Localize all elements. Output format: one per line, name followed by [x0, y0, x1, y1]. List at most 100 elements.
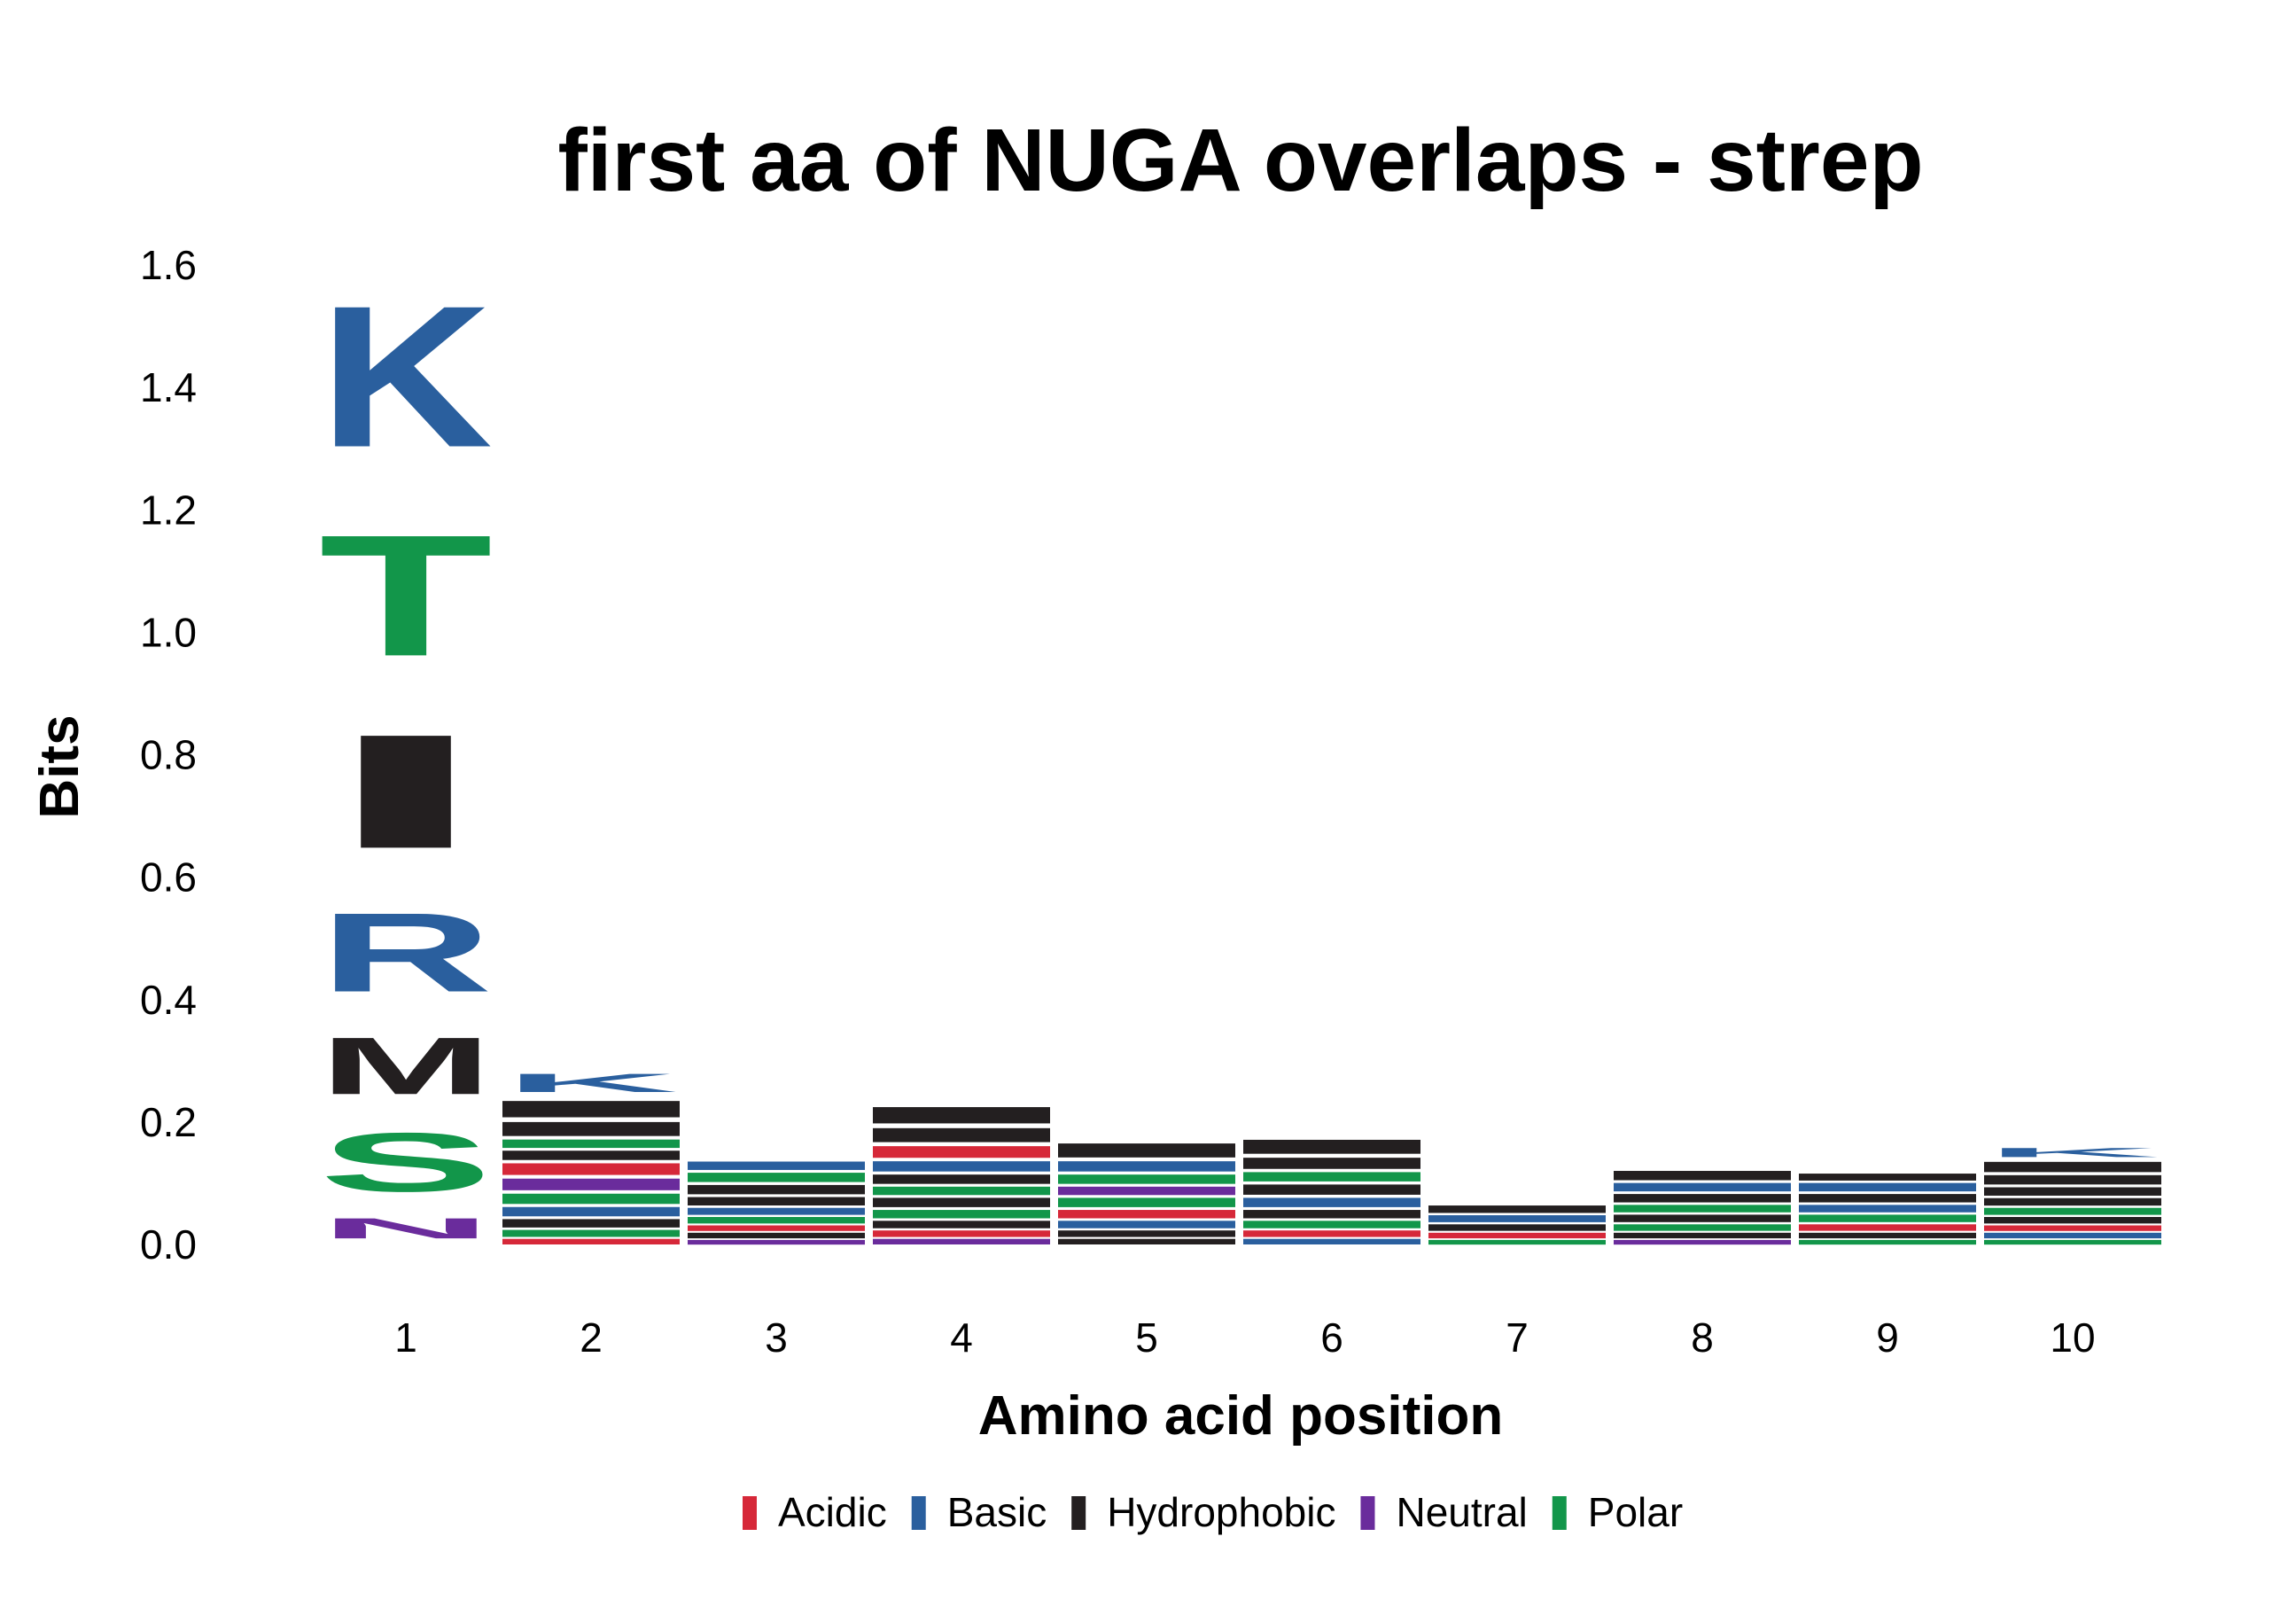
y-tick-label: 0.2 [140, 1099, 197, 1145]
logo-residue-band [1799, 1205, 1976, 1213]
legend-swatch [743, 1496, 757, 1530]
logo-residue-band [1243, 1184, 1420, 1195]
logo-residue-band [873, 1238, 1050, 1245]
logo-stack-position-7 [1428, 1205, 1606, 1245]
logo-residue-band [1243, 1158, 1420, 1169]
logo-residue-band [1984, 1187, 2161, 1196]
logo-letter-k: K [504, 1068, 678, 1097]
legend-label: Basic [947, 1489, 1047, 1535]
logo-residue-band [1984, 1217, 2161, 1224]
logo-stack-position-10: K [1984, 1145, 2161, 1245]
chart-title: first aa of NUGA overlaps - strep [557, 111, 1923, 210]
y-tick-label: 0.0 [140, 1221, 197, 1268]
x-tick-label: 9 [1876, 1314, 1899, 1361]
logo-residue-band [1614, 1239, 1791, 1245]
x-tick-label: 10 [2050, 1314, 2095, 1361]
logo-residue-band [1428, 1232, 1606, 1239]
logo-residue-band [1984, 1197, 2161, 1206]
logo-residue-band [873, 1127, 1050, 1143]
logo-residue-band [1799, 1214, 1976, 1222]
y-tick-label: 0.4 [140, 977, 197, 1023]
logo-residue-band [873, 1210, 1050, 1219]
legend-swatch [911, 1496, 926, 1530]
y-tick-label: 0.6 [140, 854, 197, 901]
logo-residue-band [502, 1206, 680, 1217]
logo-stack-position-9 [1799, 1174, 1976, 1245]
logo-residue-band [1058, 1161, 1235, 1172]
logo-residue-band [502, 1219, 680, 1228]
logo-residue-band [1614, 1214, 1791, 1222]
logo-residue-band [502, 1238, 680, 1245]
x-tick-label: 3 [765, 1314, 788, 1361]
logo-residue-band [1058, 1221, 1235, 1228]
legend-label: Hydrophobic [1107, 1489, 1335, 1535]
logo-residue-band [1058, 1210, 1235, 1219]
legend-swatch [1360, 1496, 1375, 1530]
legend-item-acidic: Acidic [743, 1489, 887, 1535]
logo-residue-band [502, 1229, 680, 1237]
logo-residue-band [688, 1232, 865, 1239]
logo-residue-band [1614, 1232, 1791, 1239]
legend-label: Polar [1588, 1489, 1683, 1535]
logo-letter-i: I [319, 701, 493, 883]
logo-residue-band [873, 1161, 1050, 1172]
logo-residue-band [1984, 1174, 2161, 1185]
x-tick-label: 6 [1320, 1314, 1343, 1361]
logo-residue-band [1428, 1239, 1606, 1245]
logo-residue-band [1243, 1221, 1420, 1228]
logo-residue-band [1428, 1205, 1606, 1213]
logo-residue-band [873, 1230, 1050, 1237]
logo-letter-s: S [319, 1115, 493, 1209]
y-tick-label: 0.8 [140, 732, 197, 778]
x-tick-label: 2 [580, 1314, 603, 1361]
logo-residue-band [1984, 1232, 2161, 1239]
logo-residue-band [873, 1186, 1050, 1196]
x-tick-label: 4 [950, 1314, 973, 1361]
legend-item-basic: Basic [911, 1489, 1047, 1535]
logo-residue-band [1243, 1172, 1420, 1182]
logo-residue-band [502, 1193, 680, 1205]
x-tick-label: 7 [1506, 1314, 1529, 1361]
y-tick-label: 1.0 [140, 609, 197, 655]
logo-residue-band [873, 1146, 1050, 1158]
logo-residue-band [1799, 1182, 1976, 1192]
logo-residue-band [688, 1173, 865, 1182]
logo-stack-position-4 [873, 1107, 1050, 1245]
legend-item-polar: Polar [1552, 1489, 1683, 1535]
logo-residue-band [1058, 1197, 1235, 1207]
legend-item-neutral: Neutral [1360, 1489, 1528, 1535]
logo-letter-n: N [319, 1213, 493, 1244]
logo-residue-band [502, 1150, 680, 1160]
logo-residue-band [1614, 1171, 1791, 1181]
logo-stack-position-3 [688, 1161, 865, 1245]
logo-residue-band [1058, 1186, 1235, 1196]
logo-residue-band [688, 1207, 865, 1215]
legend-swatch [1071, 1496, 1086, 1530]
legend-swatch [1552, 1496, 1567, 1530]
logo-residue-band [873, 1107, 1050, 1124]
logo-residue-band [1614, 1205, 1791, 1213]
logo-residue-band [1243, 1210, 1420, 1219]
logo-residue-band [1799, 1239, 1976, 1245]
logo-residue-band [1428, 1224, 1606, 1231]
logo-residue-band [502, 1163, 680, 1175]
logo-residue-band [1243, 1139, 1420, 1154]
logo-residue-band [502, 1121, 680, 1136]
logo-residue-band [873, 1221, 1050, 1228]
logo-residue-band [1984, 1161, 2161, 1173]
y-axis: 0.0 0.2 0.4 0.6 0.8 1.0 1.2 1.4 1.6 [140, 242, 197, 1268]
logo-residue-band [1799, 1194, 1976, 1203]
logo-residue-band [688, 1217, 865, 1224]
logo-residue-band [1799, 1224, 1976, 1231]
logo-residue-band [1799, 1232, 1976, 1239]
y-tick-label: 1.4 [140, 364, 197, 410]
legend-item-hydrophobic: Hydrophobic [1071, 1489, 1335, 1535]
logo-residue-band [873, 1197, 1050, 1207]
logo-letter-m: M [319, 1020, 493, 1112]
logo-letter-t: T [319, 500, 493, 693]
y-tick-label: 1.6 [140, 242, 197, 288]
logo-residue-band [688, 1197, 865, 1205]
logo-stack-position-6 [1243, 1139, 1420, 1245]
